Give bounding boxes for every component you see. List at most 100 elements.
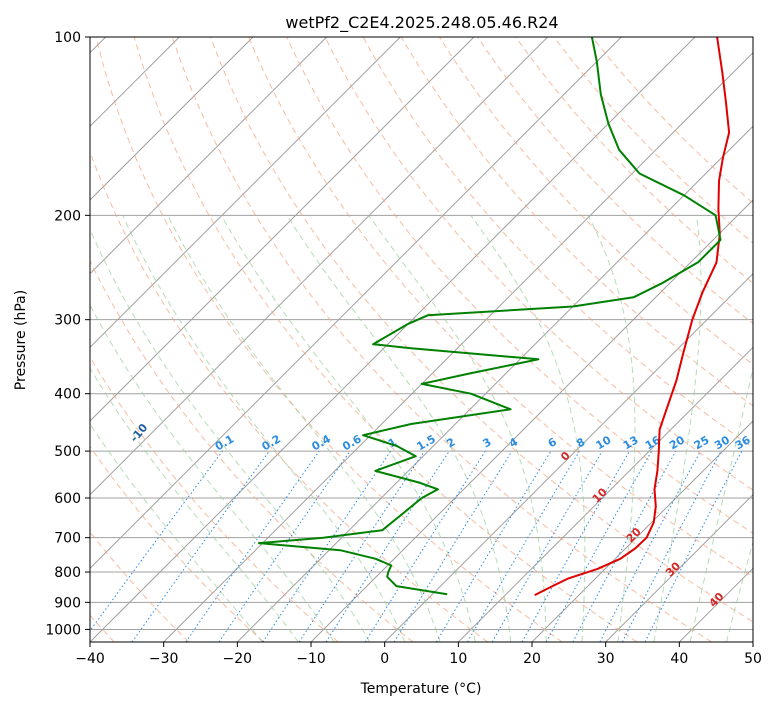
moist-adiabat-label: 10 xyxy=(590,485,610,505)
isotherm-line xyxy=(90,37,328,275)
x-tick-label: 50 xyxy=(744,651,762,667)
dry-adiabat-line xyxy=(210,37,753,623)
isotherm-line xyxy=(163,51,753,642)
isotherm-line xyxy=(384,272,753,642)
chart-title: wetPf2_C2E4.2025.248.05.46.R24 xyxy=(285,13,558,33)
dry-adiabat-line xyxy=(133,37,638,642)
mixing-ratio-label: 8 xyxy=(574,435,587,450)
isotherm-line xyxy=(457,346,753,642)
y-tick-label: 700 xyxy=(54,531,81,547)
isotherm-line xyxy=(90,37,475,422)
isotherm-line xyxy=(90,37,696,642)
mixing-ratio-line xyxy=(262,450,392,642)
mixing-ratio-line xyxy=(467,450,580,642)
moist-adiabat-line xyxy=(90,303,335,642)
mixing-ratio-label: 3 xyxy=(480,435,493,450)
x-tick-label: 40 xyxy=(670,651,688,667)
x-tick-label: −10 xyxy=(296,651,326,667)
mixing-ratio-label: 6 xyxy=(546,435,559,450)
x-tick-label: −40 xyxy=(75,651,105,667)
y-tick-label: 800 xyxy=(54,565,81,581)
mixing-ratio-label: 1.5 xyxy=(414,432,437,453)
mixing-ratio-line xyxy=(298,450,425,642)
mixing-ratio-label: 13 xyxy=(621,433,641,452)
background-lines xyxy=(90,37,753,642)
moist-adiabat-line xyxy=(220,215,476,642)
mixing-ratio-line xyxy=(521,450,630,642)
dry-adiabat-line xyxy=(90,150,488,642)
mixing-ratio-label: 0.4 xyxy=(310,432,334,453)
dry-adiabat-line xyxy=(95,37,563,642)
isotherm-line xyxy=(90,37,254,201)
line-labels: 0.10.20.40.611.52346810131620253036-100-… xyxy=(128,421,753,610)
moist-adiabat-line xyxy=(726,540,753,642)
mixing-ratio-line xyxy=(131,450,270,642)
dry-adiabat-line xyxy=(90,356,339,642)
dry-adiabat-label: -10 xyxy=(128,421,151,445)
mixing-ratio-label: 30 xyxy=(712,433,732,452)
y-axis-label: Pressure (hPa) xyxy=(13,290,29,390)
dry-adiabat-line xyxy=(591,37,753,204)
moist-adiabat-line xyxy=(90,422,263,642)
mixing-ratio-line xyxy=(572,450,677,642)
dry-adiabat-line xyxy=(324,37,753,491)
dewpoint-profile-line xyxy=(257,37,722,596)
temperature-profile-line xyxy=(534,37,731,596)
mixing-ratio-line xyxy=(393,450,513,642)
plot-frame xyxy=(89,36,754,643)
isotherm-line xyxy=(90,37,549,496)
moist-adiabat-label: 40 xyxy=(707,590,727,610)
x-tick-label: 10 xyxy=(449,651,467,667)
mixing-ratio-line xyxy=(90,450,223,632)
y-tick-label: 300 xyxy=(54,313,81,329)
isotherm-line xyxy=(605,493,753,642)
profile-series xyxy=(257,37,731,596)
isotherm-line xyxy=(531,420,753,642)
moist-adiabat-line xyxy=(122,215,406,642)
dry-adiabat-line xyxy=(477,37,753,325)
x-tick-label: −30 xyxy=(149,651,179,667)
mixing-ratio-line xyxy=(644,450,743,642)
moist-adiabat-line xyxy=(90,228,371,642)
y-tick-label: 1000 xyxy=(45,622,81,638)
mixing-ratio-line xyxy=(364,450,486,642)
mixing-ratio-label: 20 xyxy=(667,433,687,452)
dry-adiabat-line xyxy=(171,37,712,642)
mixing-ratio-line xyxy=(545,450,653,642)
axis-ticks: −40 −30 −20 −10 0 10 20 30 40 5010020030040050060… xyxy=(45,30,762,667)
y-tick-label: 500 xyxy=(54,444,81,460)
x-tick-label: 30 xyxy=(597,651,615,667)
y-tick-label: 600 xyxy=(54,491,81,507)
y-tick-label: 100 xyxy=(54,30,81,46)
moist-adiabat-line xyxy=(689,365,753,642)
dry-adiabat-line xyxy=(90,445,264,642)
y-tick-label: 900 xyxy=(54,595,81,611)
isotherm-line xyxy=(90,37,622,570)
mixing-ratio-line xyxy=(435,450,552,642)
mixing-ratio-line xyxy=(218,450,351,642)
x-axis-label: Temperature (°C) xyxy=(360,681,482,697)
dry-adiabat-line xyxy=(90,259,414,642)
y-tick-label: 400 xyxy=(54,387,81,403)
mixing-ratio-label: 10 xyxy=(594,433,614,452)
moist-adiabat-line xyxy=(90,367,299,642)
isotherm-line xyxy=(90,37,401,349)
isotherm-line xyxy=(678,567,753,642)
moist-adiabat-line xyxy=(167,215,441,642)
moist-adiabat-line xyxy=(587,215,636,642)
dry-adiabat-line xyxy=(248,37,753,578)
mixing-ratio-line xyxy=(599,450,701,642)
y-tick-label: 200 xyxy=(54,208,81,224)
moist-adiabat-label: 30 xyxy=(663,559,683,579)
dry-adiabat-line xyxy=(286,37,753,534)
dry-adiabat-line xyxy=(553,37,753,244)
mixing-ratio-label: 0.1 xyxy=(213,432,236,453)
mixing-ratio-line xyxy=(325,450,450,642)
moist-adiabat-line xyxy=(470,215,586,642)
dry-adiabat-line xyxy=(515,37,753,284)
isotherm-line xyxy=(752,641,753,642)
mixing-ratio-label: 0.6 xyxy=(340,432,364,453)
x-tick-label: 0 xyxy=(380,651,389,667)
x-tick-label: 20 xyxy=(523,651,541,667)
